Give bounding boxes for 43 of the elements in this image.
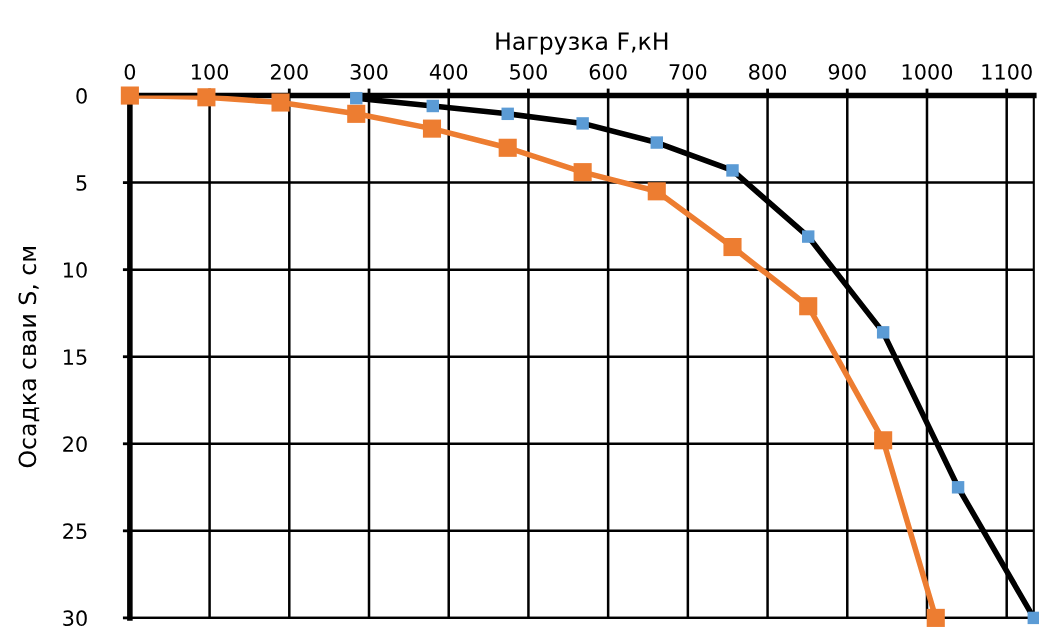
y-tick-label: 0	[76, 88, 87, 104]
y-tick-label: 25	[63, 523, 87, 540]
point	[1027, 611, 1039, 625]
y-tick-label: 5	[76, 175, 87, 191]
x-tick-label: 700	[669, 63, 707, 80]
point	[347, 104, 366, 123]
y-tick-label: 20	[63, 436, 87, 452]
point	[350, 91, 363, 105]
x-tick-label: 1100	[982, 63, 1032, 80]
x-tick-label: 100	[191, 63, 229, 80]
point	[647, 182, 666, 201]
point	[726, 164, 739, 177]
x-axis-title: Нагрузка F,кН	[496, 32, 668, 55]
x-tick-label: 0	[124, 63, 136, 80]
point	[120, 86, 139, 105]
point	[573, 163, 592, 182]
point	[723, 237, 742, 257]
point	[576, 117, 589, 130]
x-tick-label: 400	[429, 63, 468, 80]
y-tick-label: 15	[63, 349, 87, 365]
point	[874, 431, 893, 450]
x-tick-label: 200	[270, 63, 308, 80]
point	[802, 230, 815, 243]
point	[426, 99, 439, 113]
point	[271, 93, 290, 112]
x-tick-label: 800	[749, 63, 787, 80]
point	[799, 297, 818, 316]
point	[951, 481, 965, 494]
x-tick-label: 500	[510, 63, 547, 80]
point	[650, 136, 663, 149]
point	[876, 326, 890, 339]
point	[926, 608, 945, 627]
point	[197, 88, 216, 107]
y-tick-label: 10	[63, 262, 87, 278]
x-tick-label: 1000	[902, 63, 953, 80]
x-tick-label: 600	[589, 63, 627, 80]
x-tick-label: 300	[350, 63, 388, 80]
point	[498, 138, 517, 157]
x-tick-label: 900	[828, 63, 866, 80]
y-axis-title: Осадка сваи S, см	[18, 247, 40, 468]
point	[501, 107, 514, 121]
y-tick-label: 30	[63, 610, 87, 627]
point	[422, 119, 442, 138]
